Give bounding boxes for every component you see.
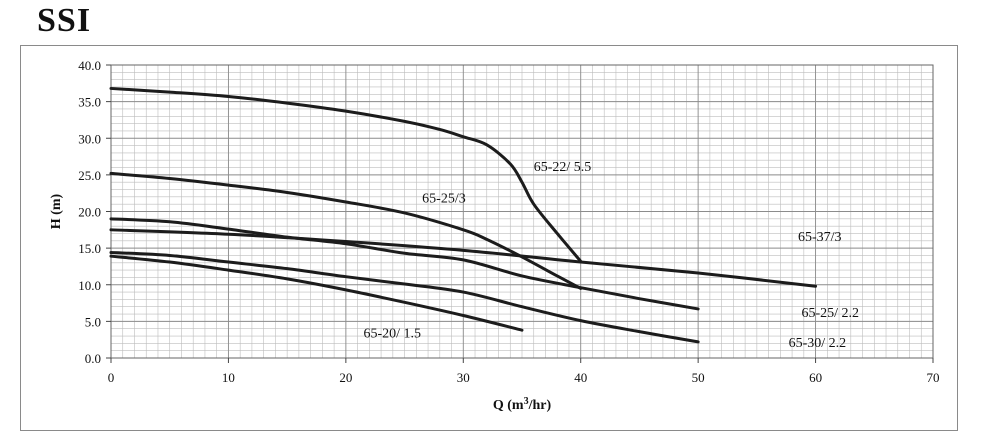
y-tick-label: 40.0 [78, 58, 101, 73]
series-line [109, 228, 818, 288]
y-tick-label: 10.0 [78, 278, 101, 293]
x-axis-label: Q (m3/hr) [493, 396, 552, 414]
x-tick-label: 50 [692, 370, 705, 385]
series-line [109, 254, 524, 332]
series-line [109, 86, 583, 263]
y-tick-label: 0.0 [85, 351, 101, 366]
y-axis-label: H (m) [49, 193, 64, 229]
y-tick-label: 30.0 [78, 131, 101, 146]
series-label: 65-25/3 [422, 192, 466, 207]
series-label: 65-22/ 5.5 [534, 160, 592, 175]
x-tick-label: 70 [927, 370, 940, 385]
y-tick-label: 35.0 [78, 95, 101, 110]
x-tick-label: 20 [339, 370, 352, 385]
x-axis-label-sup: 3 [524, 396, 529, 407]
curve-labels: 65-22/ 5.5 65-25/3 65-37/3 65-25/ 2.2 65-30/… [363, 160, 859, 351]
chart-frame [20, 45, 958, 431]
x-tick-label: 10 [222, 370, 235, 385]
x-tick-label: 0 [108, 370, 115, 385]
x-tick-label: 60 [809, 370, 822, 385]
series-label: 65-20/ 1.5 [363, 326, 421, 341]
series-line [109, 217, 700, 311]
series-line [109, 171, 583, 290]
axes: 0 10 20 30 40 50 60 70 0.0 5.0 10.0 15.0 20.0 25.0 30.… [78, 58, 939, 385]
y-tick-label: 25.0 [78, 168, 101, 183]
series-line [109, 251, 700, 344]
brand-title: SSI [37, 2, 92, 39]
series-label: 65-30/ 2.2 [789, 336, 847, 351]
x-tick-label: 40 [574, 370, 587, 385]
series-label: 65-37/3 [798, 230, 842, 245]
x-axis-label-end: /hr) [528, 398, 552, 413]
y-tick-label: 5.0 [85, 314, 101, 329]
series-label: 65-25/ 2.2 [801, 306, 859, 321]
y-tick-label: 20.0 [78, 205, 101, 220]
series-lines [109, 86, 818, 344]
x-axis-label-main: Q (m [493, 398, 524, 413]
y-tick-label: 15.0 [78, 241, 101, 256]
x-tick-label: 30 [457, 370, 470, 385]
